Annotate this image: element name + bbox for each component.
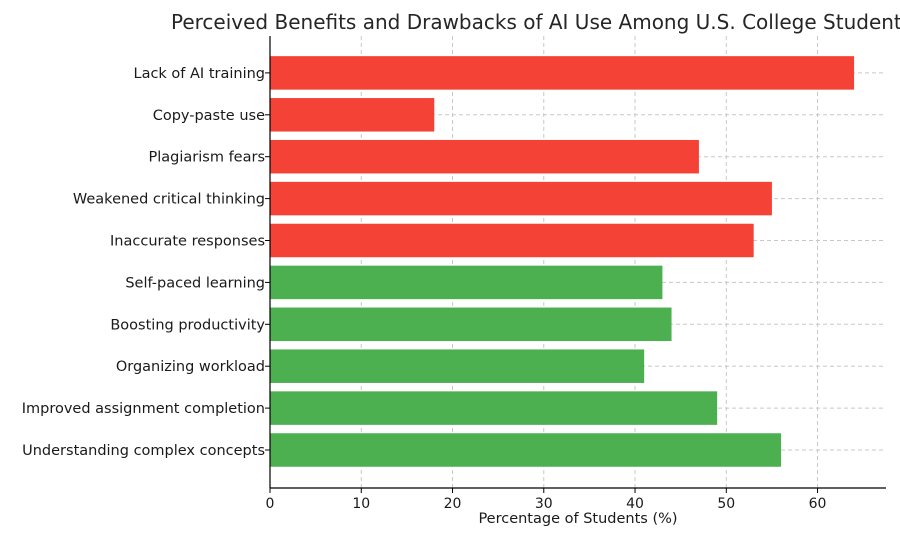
bar bbox=[270, 223, 754, 258]
bar bbox=[270, 391, 718, 425]
x-axis-title: Percentage of Students (%) bbox=[478, 511, 677, 527]
category-label: Understanding complex concepts bbox=[22, 443, 265, 459]
bar bbox=[270, 56, 855, 90]
category-label: Self-paced learning bbox=[125, 275, 265, 291]
x-tick-label: 40 bbox=[626, 496, 644, 512]
category-layer: Understanding complex concepts Improved a… bbox=[22, 66, 266, 459]
x-tick-label: 30 bbox=[535, 496, 553, 512]
tick-layer: 0 10 20 30 40 50 60 bbox=[265, 72, 827, 512]
category-label: Improved assignment completion bbox=[22, 401, 265, 417]
category-label: Lack of AI training bbox=[133, 66, 265, 82]
category-label: Copy-paste use bbox=[153, 108, 265, 124]
bar bbox=[270, 181, 772, 216]
bar bbox=[270, 98, 435, 132]
x-tick-label: 50 bbox=[717, 496, 735, 512]
bar bbox=[270, 433, 782, 467]
category-label: Inaccurate responses bbox=[110, 234, 265, 250]
bar-layer bbox=[270, 56, 855, 467]
category-label: Boosting productivity bbox=[110, 317, 265, 333]
category-label: Organizing workload bbox=[116, 359, 265, 375]
bar bbox=[270, 265, 663, 300]
x-tick-label: 20 bbox=[444, 496, 462, 512]
x-tick-label: 10 bbox=[352, 496, 370, 512]
axis-layer bbox=[269, 36, 886, 489]
bar bbox=[270, 349, 645, 383]
bar bbox=[270, 307, 672, 342]
category-label: Plagiarism fears bbox=[149, 150, 265, 166]
x-tick-label: 0 bbox=[266, 496, 275, 512]
chart-title: Perceived Benefits and Drawbacks of AI U… bbox=[171, 10, 900, 34]
x-tick-label: 60 bbox=[809, 496, 827, 512]
bar bbox=[270, 139, 699, 174]
category-label: Weakened critical thinking bbox=[73, 192, 265, 208]
